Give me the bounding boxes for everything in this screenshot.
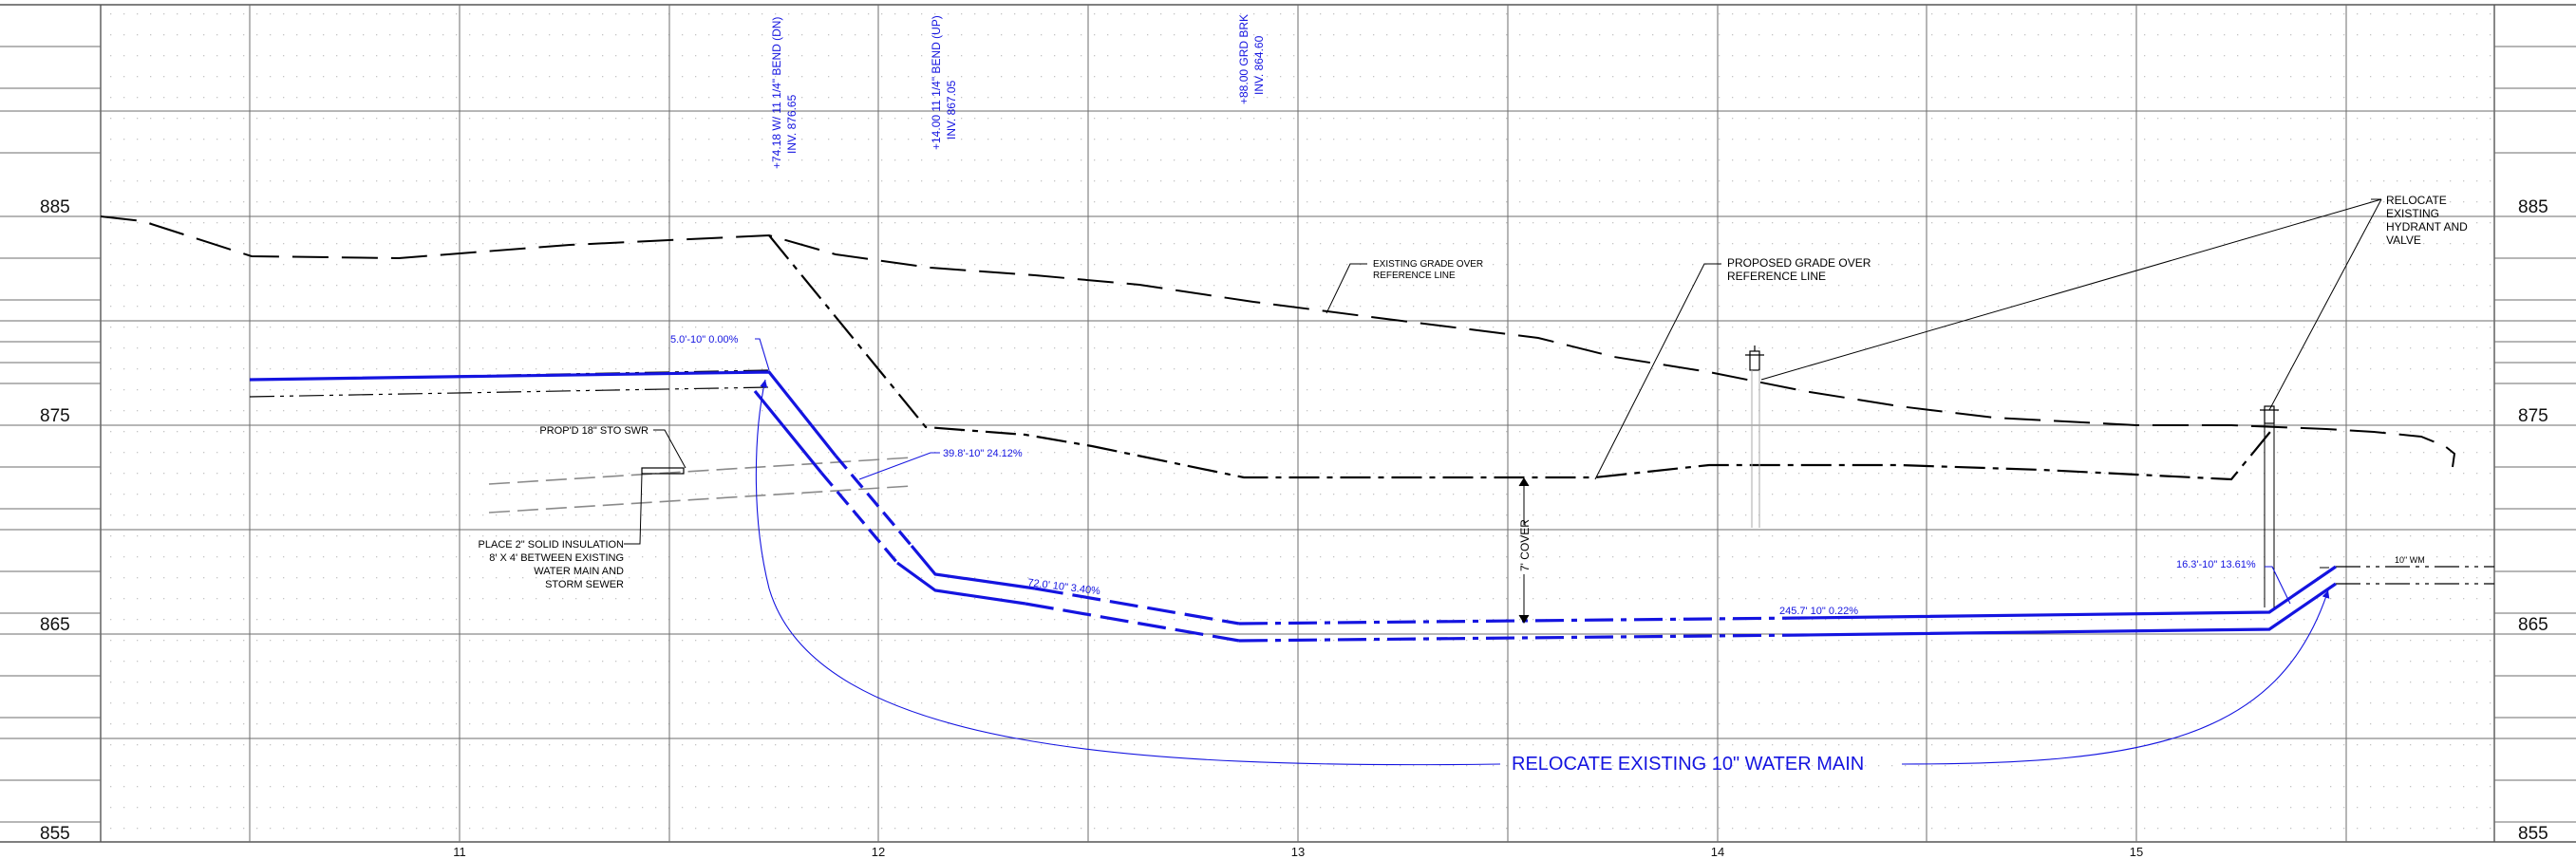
elev-885-right: 885 [2518, 197, 2548, 217]
elev-875-left: 875 [40, 406, 70, 426]
cover-dimension [1518, 477, 1530, 624]
relocated-water-main [249, 370, 2337, 643]
existing-grade-note-2: REFERENCE LINE [1373, 271, 1456, 281]
fitting-1-line2: INV. 876.65 [785, 94, 799, 154]
side-ticks [0, 46, 2576, 823]
relocate-hydrant-note-2: EXISTING [2386, 207, 2439, 220]
station-11: 11 [453, 845, 466, 859]
relocation-arrow-left [755, 379, 1501, 766]
existing-wm-lower [249, 386, 770, 398]
relocate-hydrant-note-3: HYDRANT AND [2386, 220, 2468, 233]
elev-865-left: 865 [40, 615, 70, 635]
pipe-label-seg2: 39.8'-10" 24.12% [943, 448, 1023, 459]
station-12: 12 [872, 845, 885, 859]
major-grid-horizontal [0, 110, 2576, 739]
elevation-labels-right: 885 875 865 855 [2518, 197, 2548, 844]
proposed-grade-note-1: PROPOSED GRADE OVER [1727, 256, 1871, 270]
station-14: 14 [1711, 845, 1724, 859]
existing-wm-note: 10" WM [2395, 555, 2425, 565]
pipe-upper-dashdot [1238, 616, 1805, 626]
proposed-grade-note-2: REFERENCE LINE [1727, 270, 1826, 283]
existing-grade-line [100, 215, 2456, 468]
station-15: 15 [2130, 845, 2143, 859]
main-note: RELOCATE EXISTING 10" WATER MAIN [1512, 754, 1864, 775]
pipe-upper-solid-b [910, 544, 1036, 590]
pipe-upper-dash-a [834, 454, 913, 548]
insulation-note-1: PLACE 2" SOLID INSULATION [479, 539, 625, 551]
frame [0, 4, 2576, 843]
black-leaders [624, 198, 2382, 569]
pipe-upper-dash-b [1034, 587, 1240, 626]
pipe-lower-solid-c [1803, 582, 2337, 637]
pipe-upper-solid-a [249, 370, 837, 457]
pipe-lower-dash-a [819, 471, 899, 565]
station-13: 13 [1291, 845, 1305, 859]
fitting-2-line2: INV. 867.05 [945, 80, 958, 140]
major-grid-vertical [249, 5, 2347, 842]
cover-label: 7' COVER [1518, 519, 1532, 571]
elev-865-right: 865 [2518, 615, 2548, 635]
relocate-hydrant-note-4: VALVE [2386, 233, 2421, 247]
grade-notes: EXISTING GRADE OVER REFERENCE LINE PROPO… [479, 194, 2469, 590]
fitting-2-line1: +14.00 11 1/4" BEND (UP) [930, 15, 943, 150]
pipe-label-seg5: 16.3'-10" 13.61% [2176, 559, 2256, 570]
pipe-lower-dashdot [1238, 633, 1805, 643]
fitting-3-line1: +88.00 GRD BRK [1237, 14, 1250, 104]
elev-885-left: 885 [40, 197, 70, 217]
pipe-label-seg1: 5.0'-10" 0.00% [670, 334, 739, 345]
relocate-hydrant-note-1: RELOCATE [2386, 194, 2447, 207]
blue-leaders [755, 338, 2330, 766]
pipe-label-seg4: 245.7' 10" 0.22% [1779, 606, 1858, 617]
fitting-labels: +74.18 W/ 11 1/4" BEND (DN) INV. 876.65 … [770, 14, 1266, 169]
pipe-lower-solid-a [753, 389, 823, 475]
fitting-3-line2: INV. 864.60 [1252, 35, 1266, 95]
storm-sewer-lower [488, 485, 912, 514]
proposed-grade-line [768, 234, 2275, 481]
insulation-note-2: 8' X 4' BETWEEN EXISTING [489, 552, 624, 564]
storm-sewer-note: PROP'D 18" STO SWR [539, 425, 649, 437]
relocation-arrow-right [1901, 589, 2330, 765]
hydrant-existing [1745, 345, 1764, 371]
dot-grid [101, 6, 2493, 842]
fitting-1-line1: +74.18 W/ 11 1/4" BEND (DN) [770, 17, 783, 169]
pipe-lower-solid-b [896, 561, 1026, 606]
elev-855-left: 855 [40, 824, 70, 844]
pipe-upper-solid-c [1803, 565, 2337, 620]
insulation-note-3: WATER MAIN AND [534, 566, 624, 577]
elevation-labels-left: 885 875 865 855 [40, 197, 70, 844]
insulation-note-4: STORM SEWER [545, 579, 624, 590]
elev-875-right: 875 [2518, 406, 2548, 426]
insulation-block [641, 467, 685, 475]
elev-855-right: 855 [2518, 824, 2548, 844]
existing-grade-note-1: EXISTING GRADE OVER [1373, 259, 1483, 270]
station-labels: 11 12 13 14 15 [453, 845, 2143, 859]
